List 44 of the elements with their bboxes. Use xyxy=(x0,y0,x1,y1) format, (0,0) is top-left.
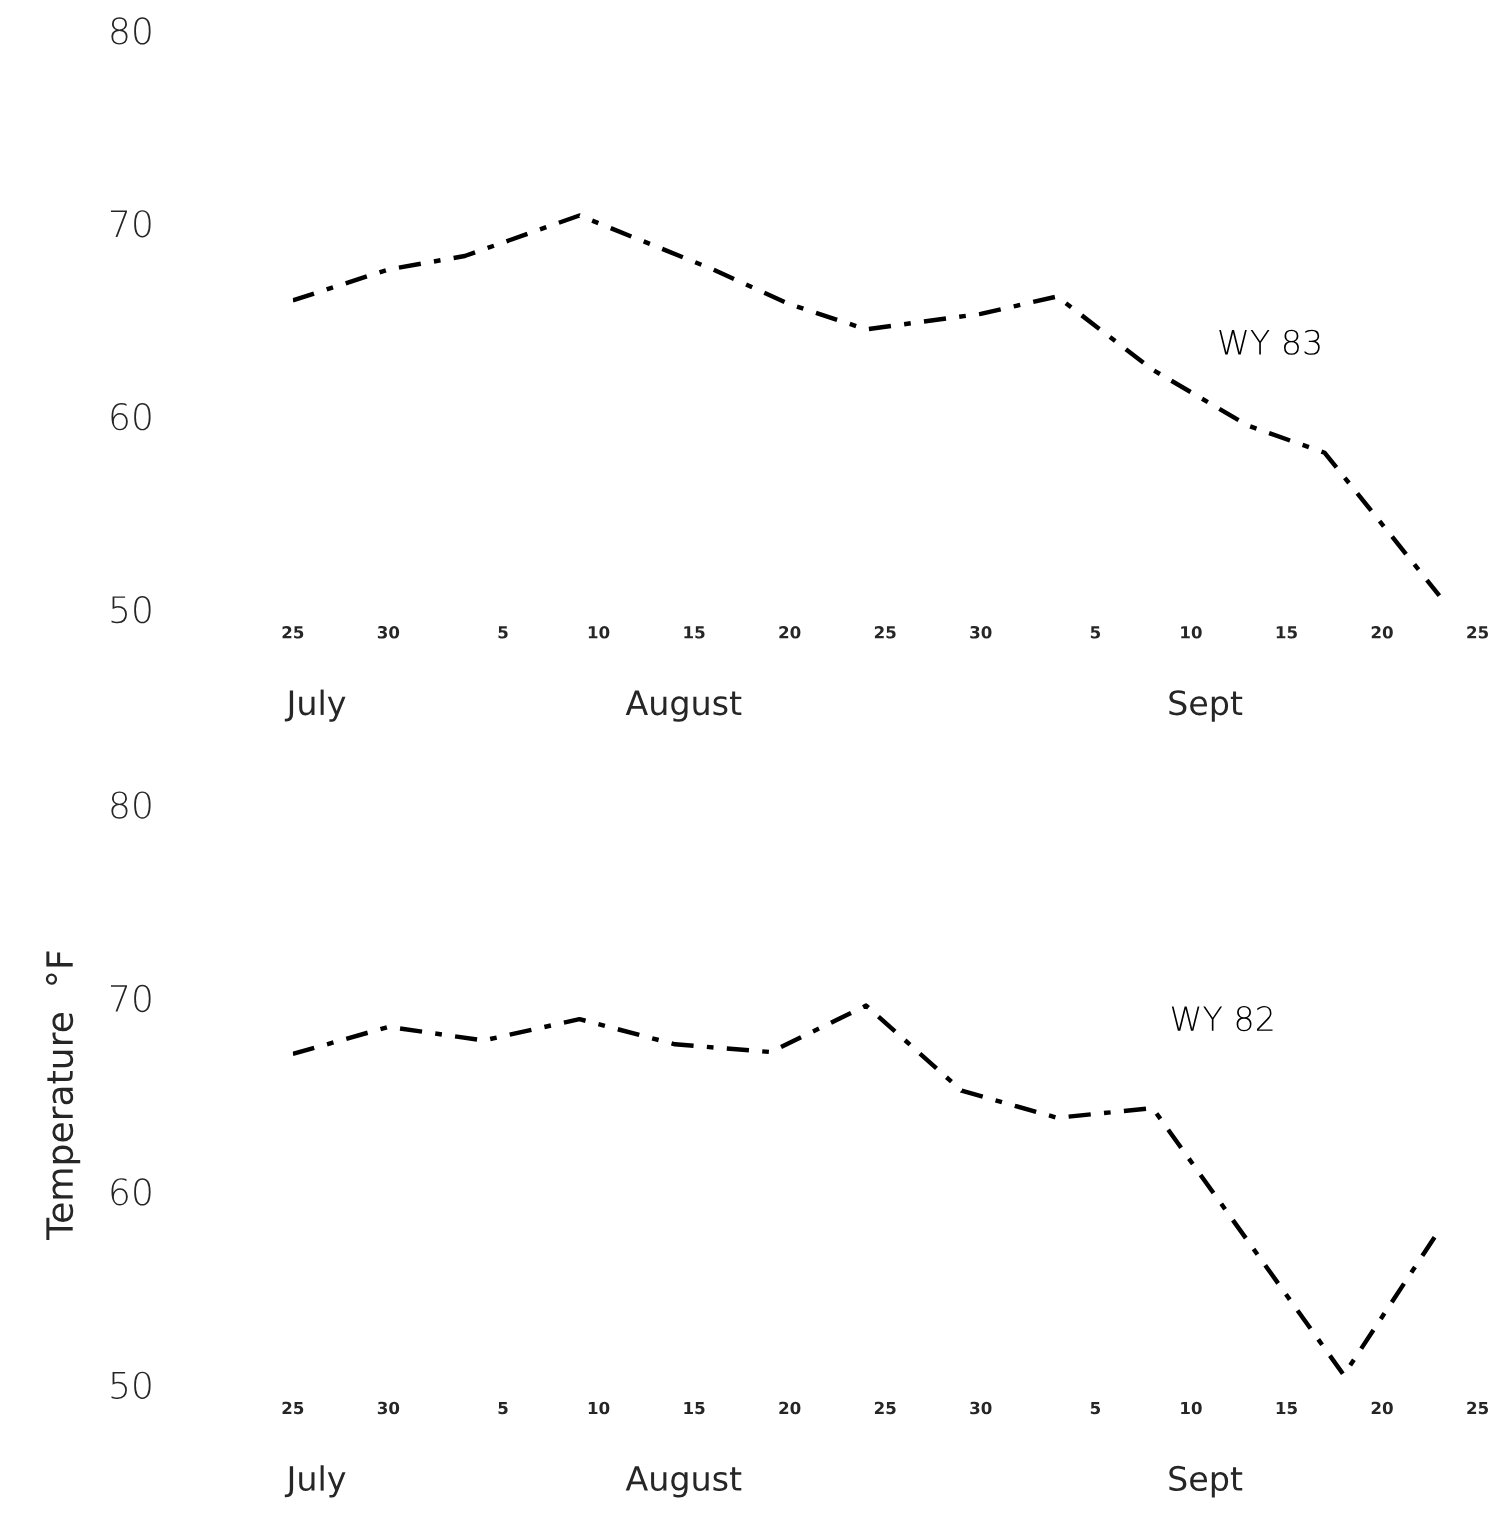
x-tick-label: 25 xyxy=(1467,625,1488,639)
y-tick-label: 60 xyxy=(111,1178,151,1206)
y-tick-label: 80 xyxy=(111,791,151,819)
x-tick-label: 10 xyxy=(1181,1401,1202,1415)
y-tick-label: 60 xyxy=(111,403,151,431)
y-tick-label: 80 xyxy=(111,17,151,45)
x-tick-label: 20 xyxy=(779,625,801,639)
x-tick-label: 5 xyxy=(498,1401,508,1415)
y-tick-label: 70 xyxy=(110,210,151,238)
x-tick-label: 10 xyxy=(1181,625,1202,639)
text: August xyxy=(625,1466,742,1498)
x-tick-label: 15 xyxy=(684,1401,705,1415)
x-tick-label: 25 xyxy=(874,1401,896,1415)
line-series xyxy=(292,213,1442,598)
x-tick-label: 30 xyxy=(377,625,400,639)
x-tick-label: 15 xyxy=(1276,1401,1297,1415)
x-tick-label: 30 xyxy=(970,1401,992,1415)
x-tick-label: 10 xyxy=(588,625,610,639)
text: Sept xyxy=(1169,1465,1243,1498)
x-tick-label: 5 xyxy=(1090,626,1101,639)
y-tick-label: 50 xyxy=(111,595,151,624)
y-tick-label: 70 xyxy=(110,984,151,1013)
x-tick-label: 25 xyxy=(1467,1401,1488,1415)
x-tick-label: 5 xyxy=(498,626,508,639)
x-tick-label: 25 xyxy=(282,625,304,639)
x-tick-label: 20 xyxy=(779,1401,801,1415)
x-tick-label: 30 xyxy=(970,625,992,639)
series-label: WY 83 xyxy=(1219,329,1320,355)
x-tick-label: 20 xyxy=(1371,625,1393,639)
text: July xyxy=(284,689,346,722)
text: Sept xyxy=(1169,690,1243,722)
x-tick-label: 25 xyxy=(874,625,896,639)
x-tick-label: 5 xyxy=(1090,1401,1101,1415)
y-axis-title: Temperature °F xyxy=(45,951,81,1240)
x-tick-label: 30 xyxy=(377,1401,400,1415)
x-tick-label: 25 xyxy=(282,1401,304,1415)
text: August xyxy=(625,690,742,722)
x-tick-label: 15 xyxy=(684,626,705,639)
y-tick-label: 50 xyxy=(111,1371,151,1399)
x-tick-label: 15 xyxy=(1276,626,1297,639)
text: WY 82 xyxy=(1171,1006,1273,1032)
x-tick-label: 10 xyxy=(588,1401,610,1415)
x-tick-label: 20 xyxy=(1371,1401,1393,1415)
text: July xyxy=(284,1465,346,1498)
